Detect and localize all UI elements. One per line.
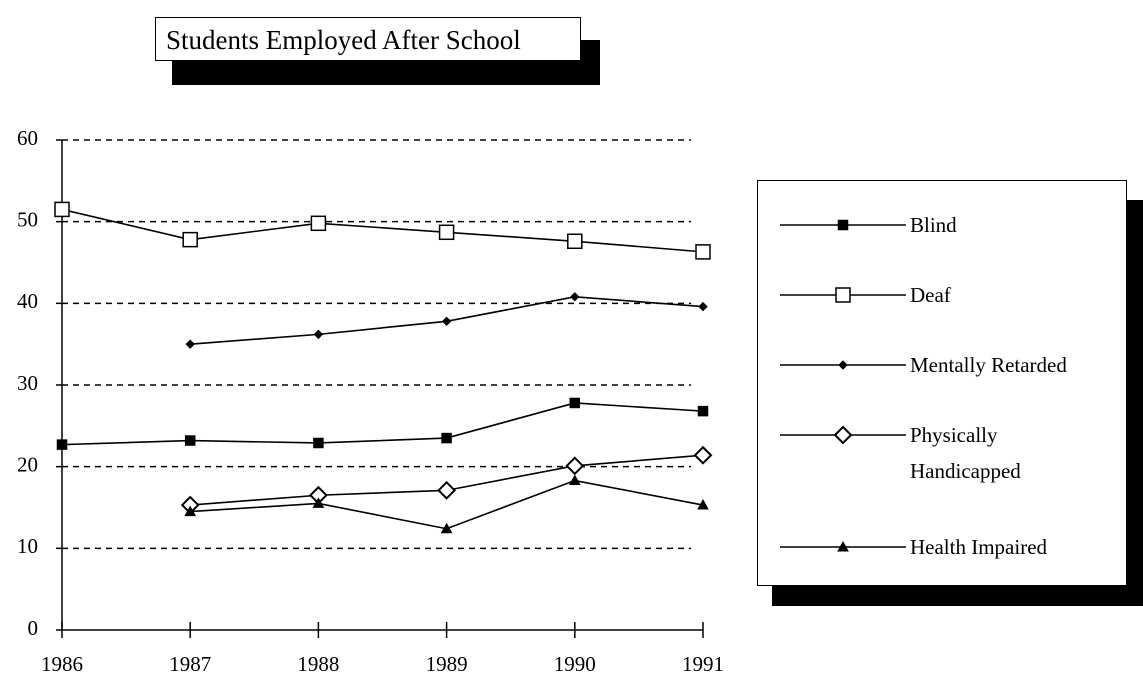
- marker: [437, 480, 457, 500]
- legend-symbol: [780, 540, 906, 552]
- marker: [568, 474, 581, 486]
- y-tick-label: 40: [17, 289, 38, 313]
- marker: [565, 456, 585, 476]
- legend-label: Blind: [910, 213, 957, 237]
- marker: [313, 329, 324, 340]
- marker: [693, 445, 713, 465]
- legend-entry: Physically Handicapped: [770, 417, 1085, 489]
- legend-entry: Blind: [770, 207, 1085, 243]
- legend-entry: Health Impaired: [770, 529, 1085, 565]
- y-tick-label: 30: [17, 371, 38, 395]
- legend-label: Deaf: [910, 283, 951, 307]
- chart-title: Students Employed After School: [155, 17, 581, 61]
- marker: [184, 505, 197, 517]
- series-line: [61, 402, 704, 446]
- chart: 0 10 20 30 40 50 60 1986 1987 1988 1989 1990 1991: [17, 126, 724, 676]
- marker: [182, 231, 198, 248]
- marker: [56, 439, 68, 450]
- x-tick-label: 1991: [682, 652, 724, 676]
- marker: [441, 316, 452, 327]
- marker: [185, 339, 195, 349]
- legend-entry: Deaf: [770, 277, 1085, 313]
- legend-symbol: [780, 425, 906, 445]
- series-line: [61, 208, 704, 253]
- legend-label: Health Impaired: [910, 535, 1048, 559]
- legend-entry: Mentally Retarded: [770, 347, 1085, 383]
- marker: [697, 405, 709, 417]
- marker: [54, 201, 70, 218]
- marker: [837, 219, 849, 231]
- x-tick-label: 1988: [297, 652, 339, 676]
- marker: [838, 360, 848, 370]
- legend: Blind Deaf Mentally Retarded Physically Han…: [757, 180, 1127, 586]
- marker: [698, 301, 708, 312]
- y-tick-label: 50: [17, 207, 38, 231]
- x-tick-label: 1989: [426, 652, 468, 676]
- marker: [438, 224, 455, 241]
- legend-label: Physically Handicapped: [910, 423, 1021, 483]
- x-tick-label: 1990: [554, 652, 596, 676]
- marker: [567, 233, 583, 250]
- legend-symbol: [780, 360, 906, 370]
- y-tick-label: 10: [17, 534, 38, 558]
- marker: [184, 435, 196, 446]
- x-tick-label: 1986: [41, 652, 83, 676]
- marker: [312, 497, 325, 508]
- y-tick-label: 20: [17, 452, 38, 476]
- legend-symbol: [780, 287, 906, 303]
- y-tick-label: 0: [28, 616, 39, 640]
- marker: [835, 287, 851, 303]
- marker: [570, 292, 580, 302]
- marker: [313, 437, 324, 449]
- marker: [310, 215, 327, 232]
- y-tick-label: 60: [17, 126, 38, 150]
- marker: [695, 244, 711, 260]
- x-tick-label: 1987: [169, 652, 211, 676]
- legend-label: Mentally Retarded: [910, 353, 1067, 377]
- marker: [833, 425, 853, 445]
- marker: [697, 499, 709, 510]
- marker: [441, 432, 452, 444]
- marker: [440, 522, 453, 534]
- marker: [569, 397, 581, 409]
- legend-symbol: [780, 219, 906, 231]
- marker: [837, 540, 849, 552]
